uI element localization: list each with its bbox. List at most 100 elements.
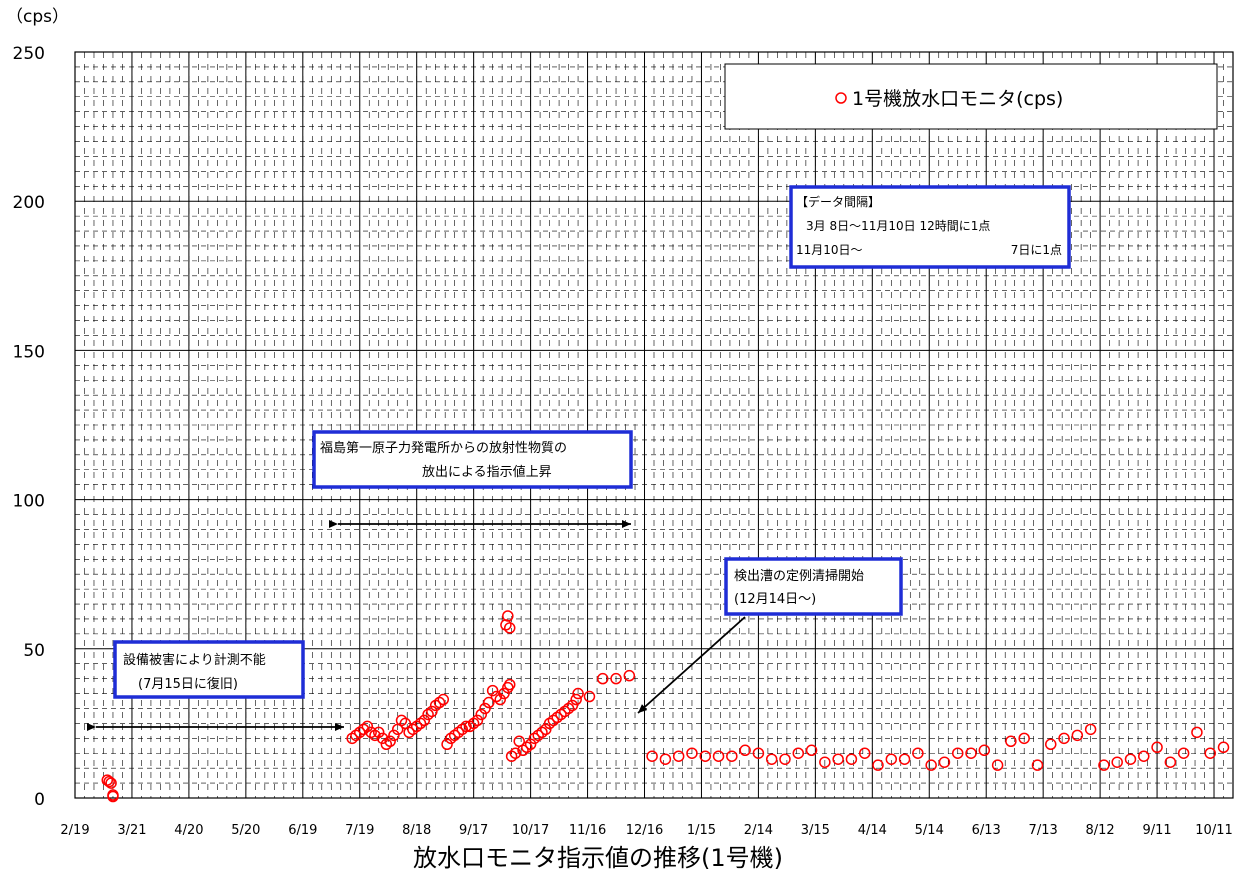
data-point — [494, 693, 506, 706]
data-point — [1217, 741, 1230, 754]
data-point — [858, 747, 871, 759]
data-point — [388, 729, 400, 742]
data-point — [1191, 726, 1203, 739]
y-axis-label: （cps） — [6, 7, 69, 27]
legend-marker — [835, 92, 847, 104]
annotation-text: (12月14日～) — [734, 592, 816, 607]
data-point — [938, 756, 951, 768]
data-point — [475, 708, 487, 721]
x-tick-label: 3/21 — [117, 823, 146, 838]
data-point — [1138, 750, 1150, 762]
annotation-text: 設備被害により計測不能 — [123, 652, 266, 668]
data-point — [845, 753, 858, 765]
x-tick-label: 6/19 — [288, 823, 317, 838]
chart-title: 放水口モニタ指示値の推移(1号機) — [413, 844, 783, 872]
data-point — [672, 750, 685, 762]
data-point — [646, 750, 658, 762]
data-point — [1164, 756, 1177, 768]
data-point — [885, 753, 898, 765]
data-point — [105, 777, 117, 789]
data-point — [384, 735, 396, 748]
x-tick-label: 4/20 — [174, 823, 203, 838]
x-tick-label: 8/18 — [402, 823, 431, 838]
data-point — [712, 750, 725, 762]
x-tick-label: 5/14 — [915, 823, 944, 838]
annotation-text: 3月 8日～11月10日 12時間に1点 — [806, 219, 990, 233]
data-point — [819, 756, 831, 768]
data-point — [566, 699, 579, 712]
y-tick-label: 250 — [13, 44, 45, 64]
x-tick-label: 2/14 — [744, 823, 773, 838]
legend: 1号機放水口モニタ(cps) — [724, 63, 1218, 130]
series-points — [101, 610, 1230, 803]
data-point — [460, 720, 472, 733]
data-point — [418, 714, 431, 727]
data-point — [1005, 735, 1017, 748]
data-point — [1124, 753, 1137, 765]
data-point — [832, 753, 844, 765]
x-tick-label: 11/16 — [569, 823, 606, 838]
data-point — [540, 723, 552, 736]
annotation-text: (7月15日に復旧) — [138, 676, 238, 692]
data-point — [498, 687, 510, 700]
data-point — [524, 738, 537, 751]
data-point — [1045, 738, 1057, 751]
grid-lines — [75, 52, 1233, 798]
y-tick-label: 200 — [13, 193, 45, 213]
annotation-box — [724, 557, 903, 616]
data-point — [623, 669, 636, 682]
annotation-box — [789, 185, 1071, 269]
annotation-text: 【データ間隔】 — [796, 194, 880, 209]
annotation-text: 7日に1点 — [1011, 243, 1062, 257]
data-point — [1151, 741, 1163, 754]
data-point — [572, 687, 584, 700]
data-point — [872, 759, 884, 771]
data-point — [792, 747, 805, 759]
data-point — [1058, 732, 1070, 745]
data-point — [965, 747, 977, 759]
data-point — [107, 790, 119, 803]
annotation-text: 検出漕の定例清掃開始 — [734, 568, 864, 584]
data-point — [441, 738, 453, 751]
annotation-cleaning: 検出漕の定例清掃開始 (12月14日～) — [637, 557, 903, 714]
pointer-arrow — [637, 616, 746, 714]
x-tick-label: 2/19 — [60, 823, 89, 838]
x-tick-label: 9/11 — [1142, 823, 1171, 838]
data-point — [739, 744, 751, 757]
x-tick-label: 10/17 — [512, 823, 549, 838]
x-tick-label: 8/12 — [1086, 823, 1115, 838]
legend-label: 1号機放水口モニタ(cps) — [852, 88, 1063, 110]
data-point — [765, 753, 778, 765]
data-point — [583, 690, 596, 703]
data-point — [925, 759, 937, 771]
data-point — [805, 744, 818, 757]
legend-box — [724, 63, 1218, 130]
data-point — [978, 744, 991, 757]
x-tick-label: 9/17 — [459, 823, 488, 838]
data-point — [659, 753, 672, 765]
x-tick-label: 6/13 — [972, 823, 1001, 838]
y-tick-label: 0 — [34, 790, 45, 810]
data-point — [951, 747, 964, 759]
annotation-data-interval: 【データ間隔】 3月 8日～11月10日 12時間に1点 11月10日～ 7日に… — [789, 185, 1071, 269]
data-point — [726, 750, 738, 762]
data-point — [1071, 729, 1084, 742]
data-point — [1204, 747, 1216, 759]
data-point — [779, 753, 791, 765]
x-tick-label: 3/15 — [801, 823, 830, 838]
data-point — [1084, 723, 1097, 736]
data-point — [570, 693, 582, 706]
data-point — [1111, 756, 1123, 768]
annotation-damage: 設備被害により計測不能 (7月15日に復旧) — [87, 640, 344, 731]
x-tick-label: 1/15 — [687, 823, 716, 838]
data-point — [502, 610, 514, 622]
data-point — [426, 705, 438, 718]
data-point — [361, 720, 374, 733]
x-tick-label: 7/13 — [1029, 823, 1058, 838]
y-axis-ticks: 0 50 100 150 200 250 — [13, 44, 45, 810]
data-point — [610, 672, 622, 685]
annotation-text: 放出による指示値上昇 — [422, 464, 552, 480]
data-point — [437, 693, 450, 706]
